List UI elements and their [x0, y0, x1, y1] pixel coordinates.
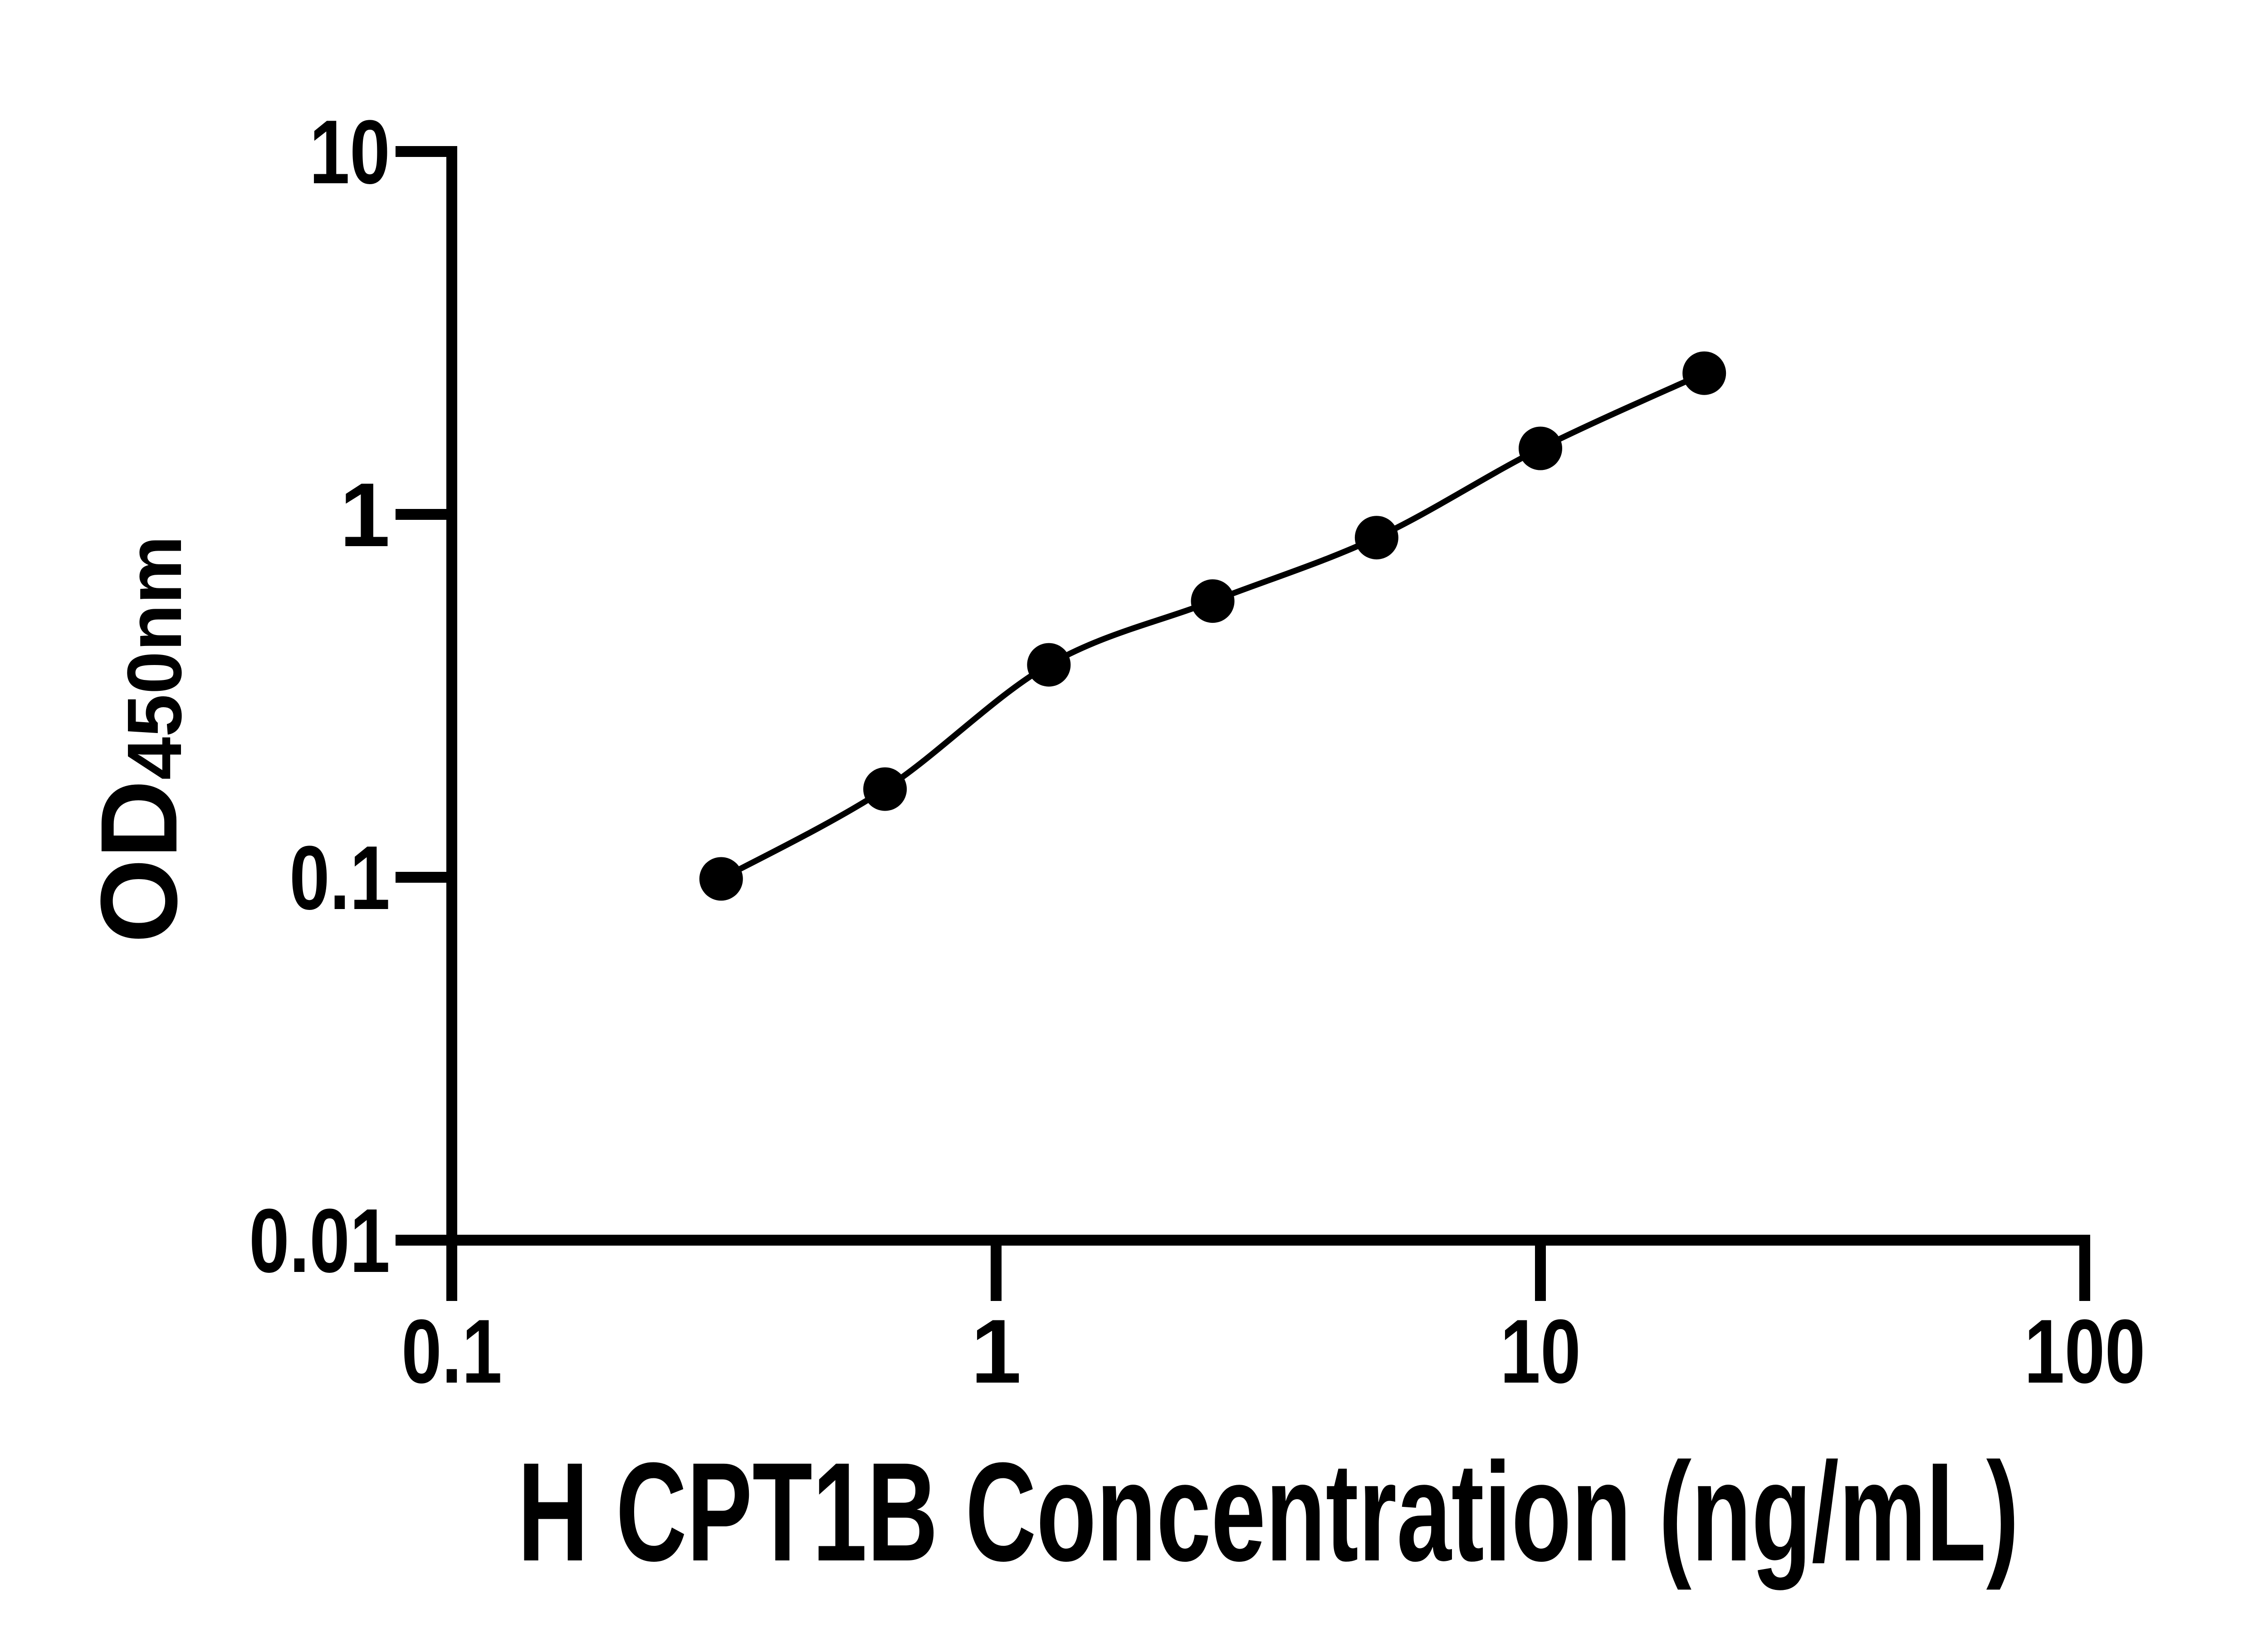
x-tick-label-0.1: 0.1 — [401, 1301, 502, 1402]
data-point-10 — [1519, 426, 1562, 470]
data-point-0.625 — [863, 767, 907, 811]
y-axis-line — [446, 146, 457, 1246]
x-tick-0.1 — [446, 1235, 457, 1301]
y-tick-10 — [396, 146, 446, 157]
x-tick-label-10: 10 — [1500, 1301, 1581, 1402]
y-axis-title-main: OD — [78, 780, 200, 943]
y-tick-label-1: 1 — [340, 464, 390, 566]
x-tick-label-100: 100 — [2024, 1301, 2146, 1402]
data-point-20 — [1682, 351, 1726, 395]
x-tick-label-1: 1 — [971, 1301, 1021, 1402]
x-axis-title: H CPT1B Concentration (ng/mL) — [518, 1433, 2019, 1591]
data-points — [699, 351, 1726, 901]
y-axis-title-subscript: 450nm — [112, 536, 198, 780]
data-point-2.5 — [1191, 579, 1235, 623]
y-tick-1 — [396, 509, 446, 520]
y-tick-label-10: 10 — [309, 102, 390, 203]
y-tick-label-0.01: 0.01 — [249, 1190, 390, 1291]
x-tick-100 — [2079, 1235, 2090, 1301]
x-tick-10 — [1535, 1235, 1546, 1301]
data-point-0.3125 — [699, 857, 743, 901]
x-axis-line — [446, 1235, 2090, 1246]
data-point-5 — [1354, 516, 1398, 560]
data-point-1.25 — [1027, 643, 1071, 687]
y-tick-0.01 — [396, 1235, 446, 1246]
y-tick-label-0.1: 0.1 — [289, 827, 390, 929]
x-tick-1 — [991, 1235, 1002, 1301]
y-axis-title: OD450nm — [78, 536, 200, 944]
y-tick-0.1 — [396, 872, 446, 883]
